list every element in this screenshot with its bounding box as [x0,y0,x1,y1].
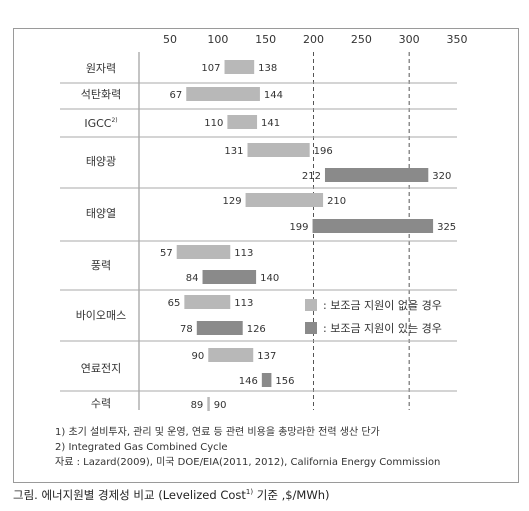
data-label-min: 67 [170,90,183,101]
bar-no-subsidy [176,245,231,259]
data-label-max: 113 [234,248,253,259]
data-label-max: 90 [214,400,227,411]
data-label-min: 57 [160,248,173,259]
bar-no-subsidy [245,193,324,207]
bar-no-subsidy [208,348,254,362]
caption-suffix: 기준 ,$/MWh) [253,488,330,502]
bar-no-subsidy [247,143,310,157]
data-label-max: 140 [260,273,279,284]
category-label: IGCC2) [84,117,117,130]
category-label: 바이오매스 [76,309,127,322]
x-tick-label: 300 [399,33,420,46]
data-label-min: 78 [180,324,193,335]
figure-caption: 그림. 에너지원별 경제성 비교 (Levelized Cost1) 기준 ,$… [13,487,330,503]
x-tick-label: 100 [207,33,228,46]
category-label: 풍력 [91,259,111,272]
bar-subsidy [196,321,243,335]
data-label-min: 146 [239,376,258,387]
data-label-min: 199 [289,222,308,233]
caption-prefix: 그림. 에너지원별 경제성 비교 (Levelized Cost [13,488,246,502]
bar-no-subsidy [184,295,231,309]
category-label: 원자력 [86,62,116,75]
x-tick-label: 200 [303,33,324,46]
data-label-min: 212 [302,171,321,182]
bar-subsidy [324,168,429,182]
data-label-min: 107 [201,63,220,74]
category-label: 태양열 [86,207,116,220]
category-label: 태양광 [86,155,116,168]
bar-subsidy [312,219,434,233]
category-label: 석탄화력 [81,88,121,101]
x-tick-label: 50 [163,33,177,46]
bar-no-subsidy [227,115,258,129]
footnotes: 1) 초기 설비투자, 관리 및 운영, 연료 등 관련 비용을 총망라한 전력… [55,425,440,470]
footnote-2: 2) Integrated Gas Combined Cycle [55,442,228,453]
data-label-max: 138 [258,63,277,74]
bar-no-subsidy [207,397,210,411]
category-label: 수력 [91,397,111,410]
data-label-min: 89 [191,400,204,411]
data-label-min: 110 [204,118,223,129]
data-label-max: 144 [264,90,283,101]
data-label-max: 156 [275,376,294,387]
legend-swatch [305,299,317,311]
data-label-max: 126 [247,324,266,335]
data-label-min: 131 [224,146,243,157]
bar-no-subsidy [186,87,260,101]
source-note: 자료 : Lazard(2009), 미국 DOE/EIA(2011, 2012… [55,457,441,468]
caption-superscript: 1) [245,488,254,497]
legend-swatch [305,322,317,334]
data-label-max: 210 [327,196,346,207]
chart-frame [13,28,519,483]
data-label-max: 325 [437,222,456,233]
data-label-min: 129 [222,196,241,207]
legend-label: : 보조금 지원이 있는 경우 [323,322,442,335]
data-label-max: 320 [432,171,451,182]
x-tick-label: 250 [351,33,372,46]
data-label-max: 141 [261,118,280,129]
x-tick-label: 350 [447,33,468,46]
data-label-min: 90 [192,351,205,362]
data-label-max: 137 [257,351,276,362]
data-label-max: 113 [234,298,253,309]
category-label: 연료전지 [81,362,121,375]
footnote-1: 1) 초기 설비투자, 관리 및 운영, 연료 등 관련 비용을 총망라한 전력… [55,427,380,438]
bar-no-subsidy [224,60,255,74]
legend-label: : 보조금 지원이 없을 경우 [323,299,442,312]
bar-subsidy [202,270,257,284]
data-label-min: 84 [186,273,199,284]
x-tick-label: 150 [255,33,276,46]
data-label-min: 65 [168,298,181,309]
bar-subsidy [261,373,272,387]
data-label-max: 196 [314,146,333,157]
